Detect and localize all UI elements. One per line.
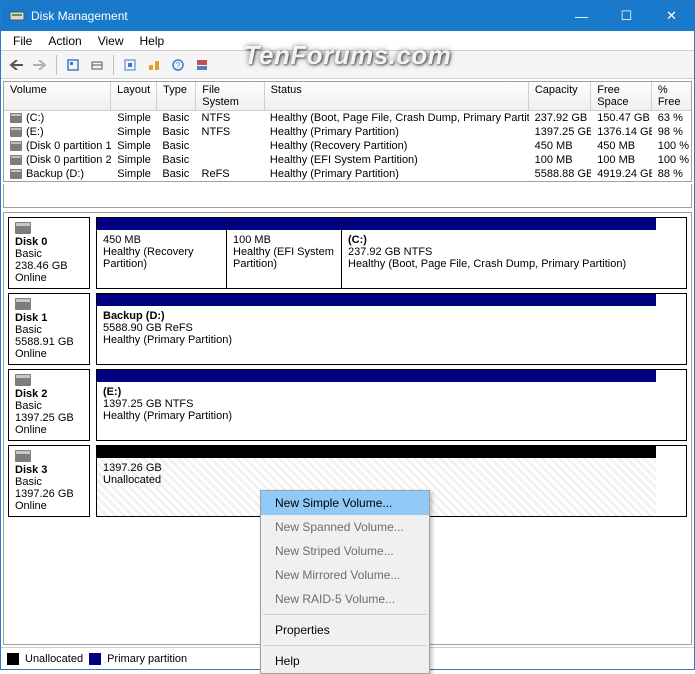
volume-box[interactable]: (C:)237.92 GB NTFSHealthy (Boot, Page Fi…: [342, 218, 656, 288]
disk-label[interactable]: Disk 1Basic5588.91 GBOnline: [8, 293, 90, 365]
maximize-button[interactable]: ☐: [604, 1, 649, 31]
volume-icon: [10, 127, 22, 137]
volume-box[interactable]: (E:)1397.25 GB NTFSHealthy (Primary Part…: [97, 370, 656, 440]
context-menu-item[interactable]: New Simple Volume...: [261, 491, 429, 515]
menu-action[interactable]: Action: [40, 32, 89, 50]
disk-row: Disk 2Basic1397.25 GBOnline(E:)1397.25 G…: [8, 369, 687, 441]
disk-row: Disk 1Basic5588.91 GBOnlineBackup (D:)55…: [8, 293, 687, 365]
context-menu-item: New Spanned Volume...: [261, 515, 429, 539]
table-row[interactable]: (Disk 0 partition 1) SimpleBasic Healthy…: [4, 139, 691, 153]
column-headers: Volume Layout Type File System Status Ca…: [4, 82, 691, 111]
toolbar-icon[interactable]: [143, 54, 165, 76]
titlebar[interactable]: Disk Management — ☐ ✕: [1, 1, 694, 31]
toolbar-icon[interactable]: [86, 54, 108, 76]
svg-text:?: ?: [176, 61, 181, 70]
toolbar: ?: [1, 51, 694, 79]
disk-icon: [15, 222, 31, 234]
col-volume[interactable]: Volume: [4, 82, 111, 110]
table-row[interactable]: (E:) SimpleBasicNTFS Healthy (Primary Pa…: [4, 125, 691, 139]
volume-box[interactable]: 100 MBHealthy (EFI System Partition): [227, 218, 342, 288]
legend-swatch-primary: [89, 653, 101, 665]
volume-icon: [10, 169, 22, 179]
table-row[interactable]: (Disk 0 partition 2) SimpleBasic Healthy…: [4, 153, 691, 167]
toolbar-icon[interactable]: [62, 54, 84, 76]
col-freespace[interactable]: Free Space: [591, 82, 652, 110]
back-button[interactable]: [5, 54, 27, 76]
refresh-button[interactable]: [119, 54, 141, 76]
volume-icon: [10, 155, 22, 165]
context-menu: New Simple Volume...New Spanned Volume..…: [260, 490, 430, 674]
window-title: Disk Management: [31, 9, 559, 23]
col-filesystem[interactable]: File System: [196, 82, 264, 110]
col-pctfree[interactable]: % Free: [652, 82, 691, 110]
volume-icon: [10, 113, 22, 123]
disk-label[interactable]: Disk 3Basic1397.26 GBOnline: [8, 445, 90, 517]
menu-file[interactable]: File: [5, 32, 40, 50]
menu-view[interactable]: View: [90, 32, 132, 50]
col-capacity[interactable]: Capacity: [529, 82, 591, 110]
volume-list[interactable]: Volume Layout Type File System Status Ca…: [3, 81, 692, 182]
app-icon: [9, 8, 25, 24]
help-button[interactable]: ?: [167, 54, 189, 76]
volume-box[interactable]: 450 MBHealthy (Recovery Partition): [97, 218, 227, 288]
disk-label[interactable]: Disk 0Basic238.46 GBOnline: [8, 217, 90, 289]
col-type[interactable]: Type: [157, 82, 196, 110]
menubar: File Action View Help: [1, 31, 694, 51]
close-button[interactable]: ✕: [649, 1, 694, 31]
legend-primary: Primary partition: [107, 653, 187, 665]
table-row[interactable]: Backup (D:) SimpleBasicReFS Healthy (Pri…: [4, 167, 691, 181]
toolbar-icon[interactable]: [191, 54, 213, 76]
context-menu-item[interactable]: Help: [261, 649, 429, 673]
col-status[interactable]: Status: [265, 82, 529, 110]
context-menu-item[interactable]: Properties: [261, 618, 429, 642]
volume-icon: [10, 141, 22, 151]
table-row[interactable]: (C:) SimpleBasicNTFS Healthy (Boot, Page…: [4, 111, 691, 125]
context-menu-item: New RAID-5 Volume...: [261, 587, 429, 611]
disk-icon: [15, 450, 31, 462]
legend-unallocated: Unallocated: [25, 653, 83, 665]
menu-help[interactable]: Help: [132, 32, 173, 50]
disk-icon: [15, 298, 31, 310]
forward-button[interactable]: [29, 54, 51, 76]
minimize-button[interactable]: —: [559, 1, 604, 31]
volume-box[interactable]: Backup (D:)5588.90 GB ReFSHealthy (Prima…: [97, 294, 656, 364]
legend-swatch-unallocated: [7, 653, 19, 665]
disk-label[interactable]: Disk 2Basic1397.25 GBOnline: [8, 369, 90, 441]
context-menu-item: New Striped Volume...: [261, 539, 429, 563]
disk-icon: [15, 374, 31, 386]
col-layout[interactable]: Layout: [111, 82, 157, 110]
disk-row: Disk 0Basic238.46 GBOnline450 MBHealthy …: [8, 217, 687, 289]
context-menu-item: New Mirrored Volume...: [261, 563, 429, 587]
